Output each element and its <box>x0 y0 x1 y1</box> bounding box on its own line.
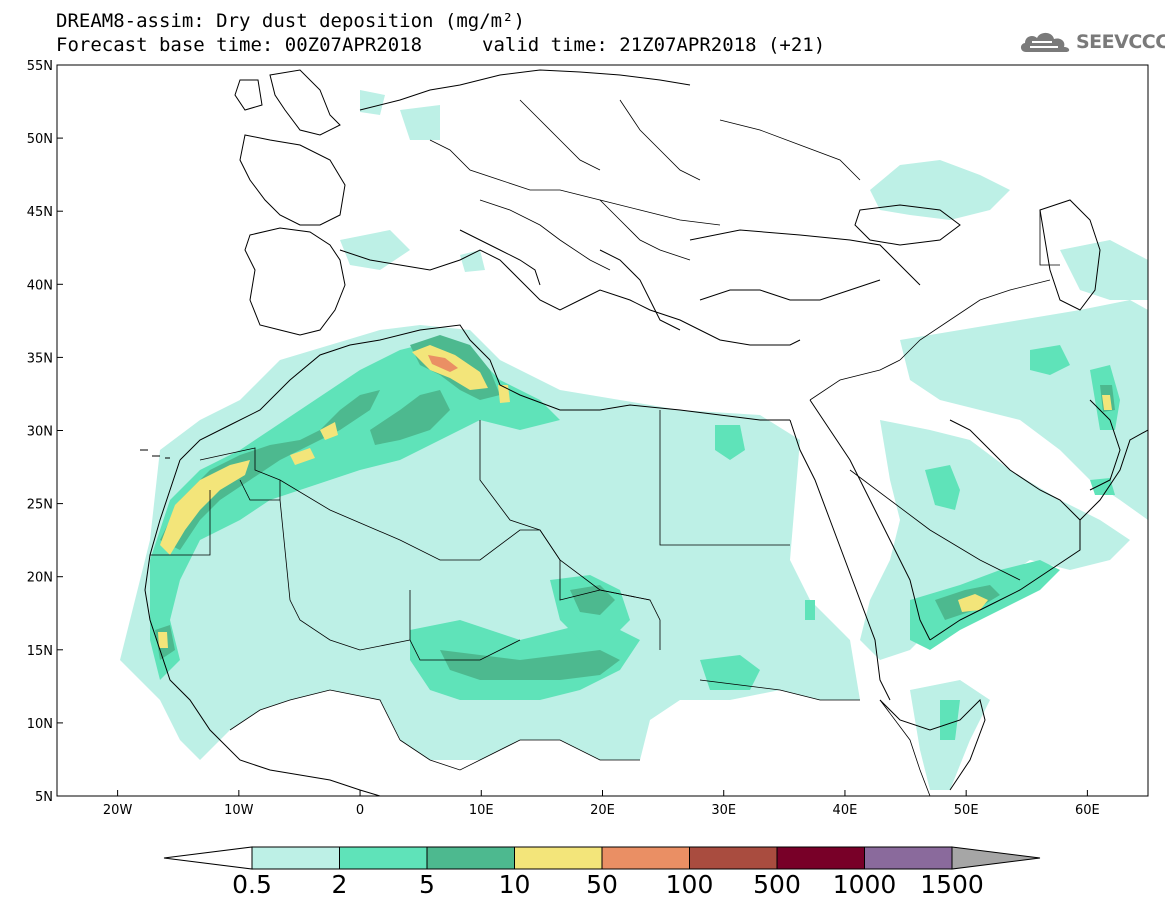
colorbar <box>163 846 1041 870</box>
seevccc-logo: SEEVCCC <box>1018 28 1165 58</box>
lat-label: 25N <box>27 498 53 513</box>
colorbar-label: 500 <box>753 870 801 899</box>
lon-label: 30E <box>711 803 736 818</box>
lat-label: 40N <box>27 278 53 293</box>
map-title: DREAM8-assim: Dry dust deposition (mg/m²… <box>56 10 525 32</box>
lat-label: 55N <box>27 59 53 74</box>
longitude-axis: 20W 10W 0 10E 20E 30E 40E 50E 60E <box>103 790 1100 818</box>
lat-label: 15N <box>27 644 53 659</box>
lon-label: 20E <box>590 803 615 818</box>
coastlines <box>140 69 1148 796</box>
colorbar-under-triangle <box>163 846 253 870</box>
dust-contours <box>120 90 1148 790</box>
lat-label: 50N <box>27 132 53 147</box>
lon-label: 60E <box>1075 803 1100 818</box>
colorbar-box <box>251 846 340 870</box>
colorbar-label: 0.5 <box>232 870 272 899</box>
lat-label: 20N <box>27 571 53 586</box>
lat-label: 45N <box>27 205 53 220</box>
lon-label: 40E <box>833 803 858 818</box>
colorbar-label: 1500 <box>920 870 984 899</box>
colorbar-label: 2 <box>331 870 348 899</box>
lon-label: 10W <box>224 803 254 818</box>
lon-label: 20W <box>103 803 133 818</box>
lat-label: 30N <box>27 425 53 440</box>
colorbar-box <box>689 846 778 870</box>
colorbar-box <box>514 846 603 870</box>
lat-label: 5N <box>35 790 53 805</box>
lat-label: 35N <box>27 351 53 366</box>
forecast-base-time: Forecast base time: 00Z07APR2018 <box>56 34 423 56</box>
colorbar-box <box>864 846 953 870</box>
lat-label: 10N <box>27 717 53 732</box>
lon-label: 0 <box>356 803 364 818</box>
colorbar-label: 5 <box>419 870 435 899</box>
lon-label: 10E <box>469 803 494 818</box>
colorbar-box <box>339 846 428 870</box>
latitude-axis: 55N 50N 45N 40N 35N 30N 25N 20N 15N 10N 5N <box>27 59 63 805</box>
colorbar-box <box>601 846 690 870</box>
lon-label: 50E <box>954 803 979 818</box>
cloud-icon <box>1020 32 1070 52</box>
colorbar-label: 100 <box>665 870 714 899</box>
colorbar-label: 50 <box>586 870 618 899</box>
colorbar-box <box>776 846 865 870</box>
colorbar-over-triangle <box>951 846 1041 870</box>
valid-time: valid time: 21Z07APR2018 (+21) <box>482 34 826 56</box>
logo-text: SEEVCCC <box>1076 31 1165 53</box>
colorbar-label: 10 <box>498 870 531 899</box>
country-borders <box>150 99 1060 796</box>
colorbar-box <box>426 846 515 870</box>
colorbar-label: 1000 <box>832 870 897 899</box>
